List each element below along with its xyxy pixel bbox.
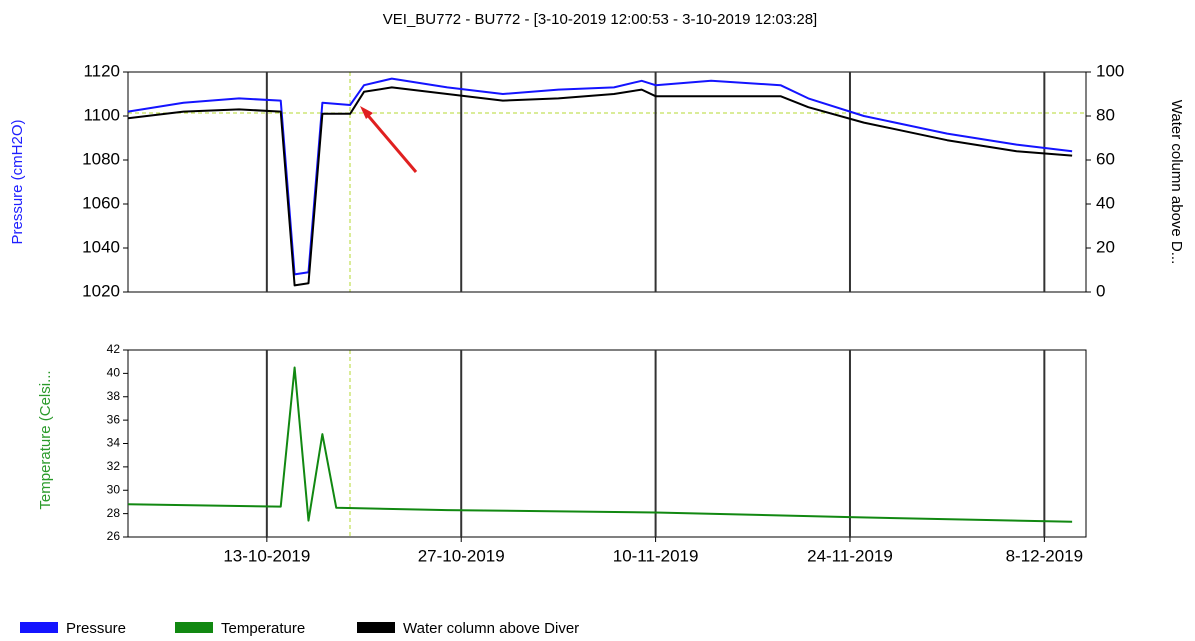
x-tick-label: 10-11-2019 [613,546,699,565]
y-axis-label: Pressure (cmH2O) [9,119,26,244]
y-tick-label: 42 [107,342,121,356]
legend-label: Water column above Diver [403,620,579,637]
y2-tick-label: 20 [1096,237,1115,256]
y-tick-label: 40 [107,366,121,380]
y-tick-label: 1100 [83,105,120,124]
annotation-arrow [363,111,418,173]
y-tick-label: 36 [107,412,121,426]
y-tick-label: 34 [107,436,121,450]
y-tick-label: 1020 [82,281,120,300]
legend-swatch [175,622,213,633]
x-tick-label: 27-10-2019 [418,546,505,565]
y-tick-label: 1060 [82,193,120,212]
y-tick-label: 1080 [82,149,120,168]
annotation-arrowhead [360,106,373,119]
y2-axis-label: Water column above D... [1168,100,1185,265]
series-line [127,86,1073,287]
y-tick-label: 32 [107,459,121,473]
chart-title: VEI_BU772 - BU772 - [3-10-2019 12:00:53 … [383,11,817,28]
y2-tick-label: 100 [1096,61,1124,80]
x-tick-label: 13-10-2019 [223,546,310,565]
x-tick-label: 8-12-2019 [1006,546,1084,565]
y-tick-label: 30 [107,482,121,496]
y2-tick-label: 0 [1096,281,1105,300]
series-line [127,366,1073,523]
y-tick-label: 28 [107,506,121,520]
legend-swatch [357,622,395,633]
marks: 1020 1040 1060 1080 1100 1120 0 20 40 60 80 100 13-1… [20,61,1124,637]
y-tick-label: 1040 [82,237,120,256]
legend-swatch [20,622,58,633]
y-tick-label: 1120 [83,61,120,80]
plot-frame [127,71,1087,293]
y-tick-label: 26 [107,529,121,543]
legend-label: Pressure [66,620,126,637]
y-axis-label: Temperature (Celsi... [37,370,54,509]
y2-tick-label: 40 [1096,193,1115,212]
x-tick-label: 24-11-2019 [807,546,893,565]
y2-tick-label: 80 [1096,105,1115,124]
y2-tick-label: 60 [1096,149,1115,168]
plot-frame [127,349,1087,538]
series-line [127,77,1073,276]
legend-label: Temperature [221,620,305,637]
y-tick-label: 38 [107,389,121,403]
